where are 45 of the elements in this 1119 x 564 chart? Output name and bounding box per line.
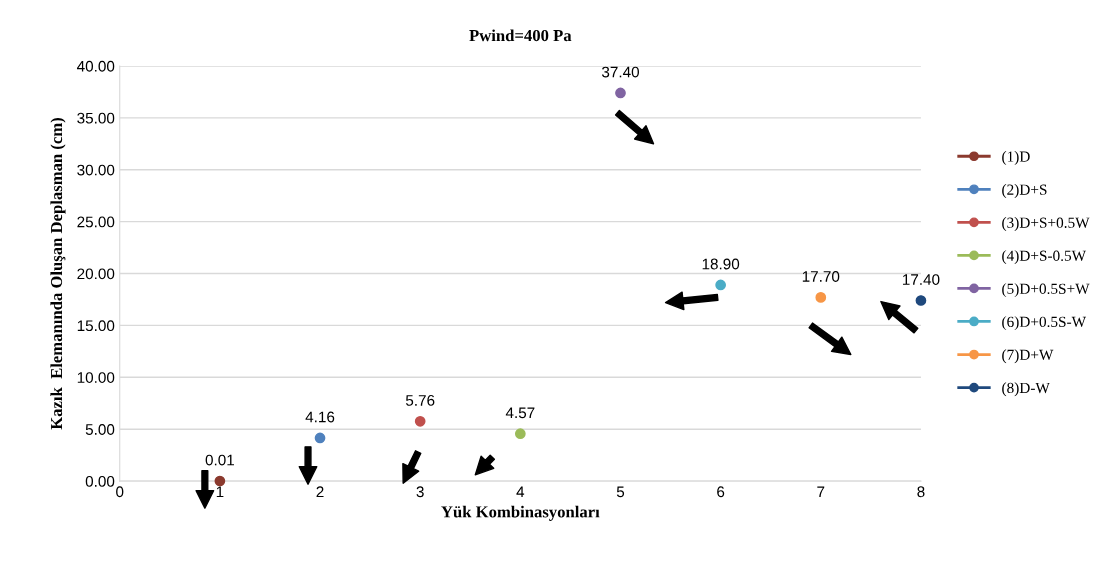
chart-title: Pwind=400 Pa	[469, 29, 572, 42]
x-axis-title: Yük Kombinasyonları	[441, 505, 600, 521]
point	[314, 432, 326, 444]
legend-label: (4)D+S-0.5W	[1002, 250, 1087, 264]
x-tick-label: 8	[917, 486, 925, 498]
legend-label: (6)D+0.5S-W	[1002, 316, 1087, 331]
x-tick-label: 4	[516, 486, 525, 498]
point	[514, 428, 526, 440]
y-tick-label: 0.00	[85, 475, 115, 487]
x-tick-label: 6	[717, 486, 725, 498]
point	[214, 475, 226, 487]
point	[815, 292, 827, 303]
data-label: 18.90	[702, 258, 740, 270]
x-tick-label: 1	[216, 486, 224, 498]
y-tick-label: 30.00	[77, 164, 115, 176]
data-label: 4.57	[505, 407, 535, 419]
x-tick-label: 0	[116, 486, 124, 498]
y-tick-label: 10.00	[77, 372, 115, 383]
y-tick-label: 15.00	[77, 320, 115, 332]
legend-label: (7)D+W	[1002, 349, 1054, 364]
x-tick-label: 5	[616, 486, 625, 498]
point	[915, 295, 927, 306]
legend-label: (5)D+0.5S+W	[1002, 283, 1090, 298]
x-tick-label: 2	[316, 486, 324, 498]
y-tick-label: 40.00	[76, 60, 115, 72]
legend-label: (3)D+S+0.5W	[1002, 217, 1090, 231]
data-label: 0.01	[205, 454, 235, 466]
data-label: 17.40	[902, 274, 940, 285]
y-tick-label: 5.00	[85, 424, 115, 435]
y-tick-label: 35.00	[77, 112, 115, 124]
legend-label: (2)D+S	[1002, 184, 1047, 198]
legend-label: (1)D	[1002, 151, 1030, 165]
point	[615, 87, 626, 99]
x-tick-label: 7	[817, 486, 825, 498]
data-label: 4.16	[305, 411, 335, 423]
data-label: 37.40	[601, 66, 640, 78]
x-tick-label: 3	[416, 486, 424, 498]
data-label: 5.76	[405, 394, 435, 406]
point	[414, 415, 426, 427]
data-label: 17.70	[802, 271, 840, 282]
y-tick-label: 25.00	[77, 216, 115, 228]
point	[715, 279, 726, 291]
y-tick-label: 20.00	[77, 268, 115, 280]
legend-label: (8)D-W	[1002, 382, 1050, 397]
y-axis-title: Kazık Elemanında Oluşan Deplasman (cm)	[50, 118, 66, 430]
